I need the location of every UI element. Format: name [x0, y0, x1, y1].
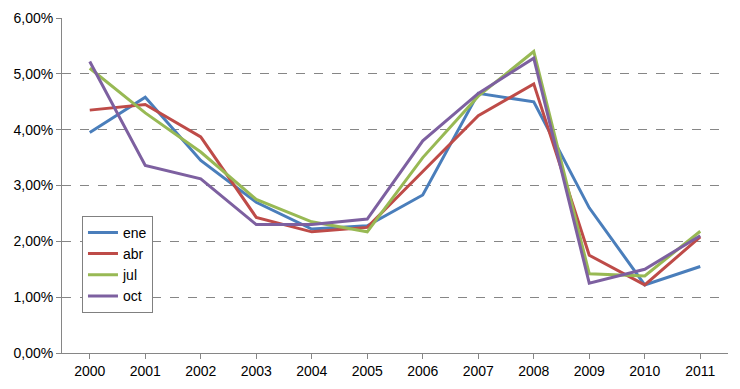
svg-text:2010: 2010 [629, 363, 660, 379]
svg-text:5,00%: 5,00% [13, 66, 53, 82]
svg-text:2007: 2007 [463, 363, 494, 379]
svg-text:2003: 2003 [241, 363, 272, 379]
svg-text:2011: 2011 [685, 363, 715, 379]
svg-text:oct: oct [123, 288, 142, 304]
svg-text:abr: abr [123, 246, 144, 262]
svg-text:4,00%: 4,00% [13, 122, 53, 138]
svg-text:2006: 2006 [407, 363, 438, 379]
svg-text:2002: 2002 [185, 363, 216, 379]
svg-text:2004: 2004 [296, 363, 327, 379]
svg-text:2000: 2000 [74, 363, 105, 379]
svg-text:6,00%: 6,00% [13, 10, 53, 26]
svg-text:2008: 2008 [518, 363, 549, 379]
svg-text:2001: 2001 [130, 363, 161, 379]
svg-text:2009: 2009 [574, 363, 605, 379]
svg-text:ene: ene [123, 225, 147, 241]
svg-text:jul: jul [122, 267, 137, 283]
svg-text:1,00%: 1,00% [13, 289, 53, 305]
svg-text:3,00%: 3,00% [13, 177, 53, 193]
svg-text:0,00%: 0,00% [13, 345, 53, 361]
svg-text:2005: 2005 [352, 363, 383, 379]
svg-text:2,00%: 2,00% [13, 233, 53, 249]
